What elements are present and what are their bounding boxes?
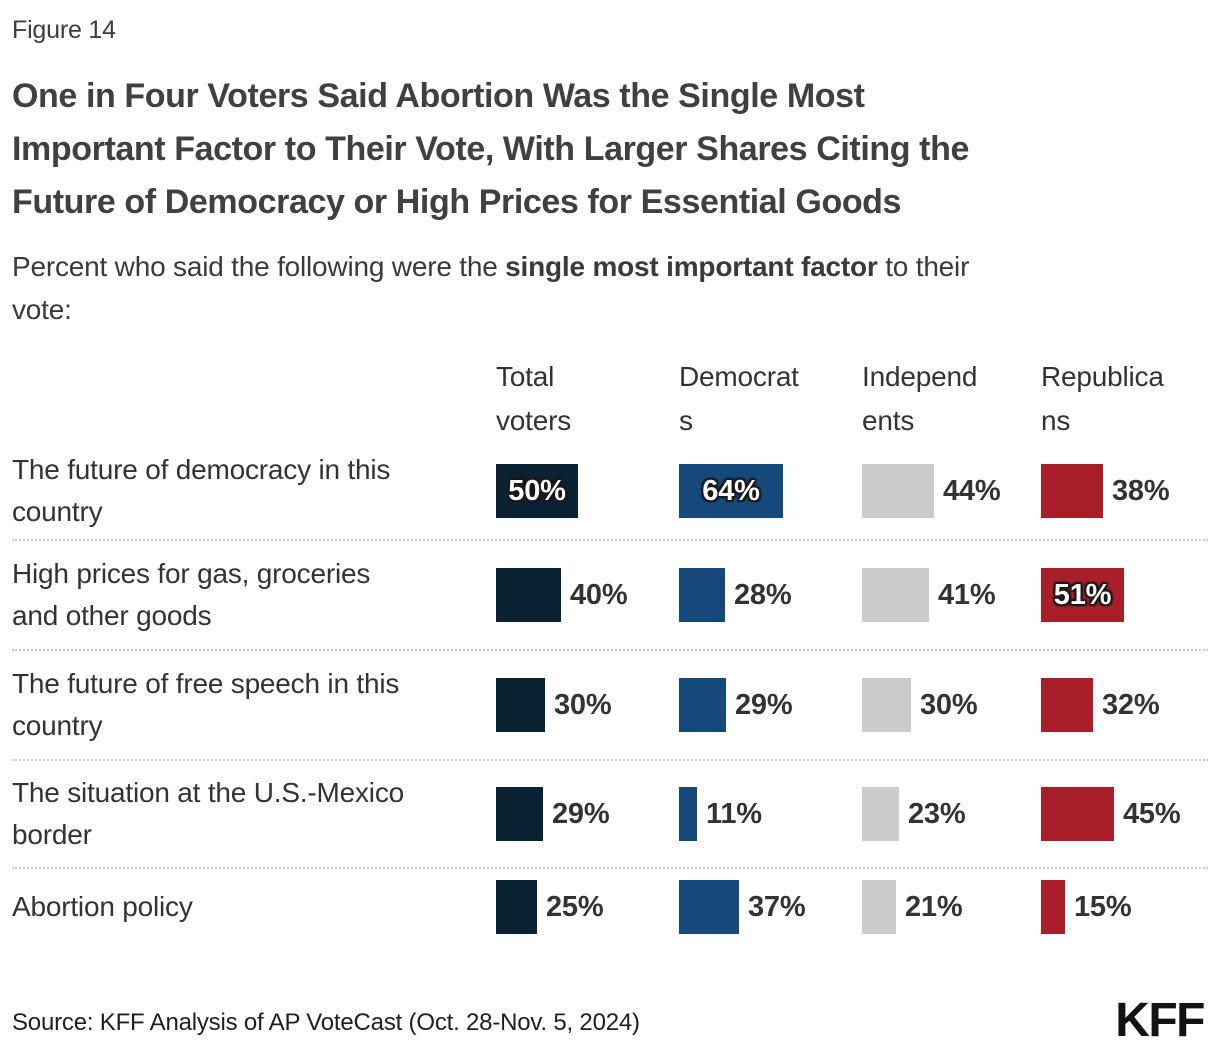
chart-subtitle: Percent who said the following were the …: [12, 245, 1208, 331]
value-label: 37%: [748, 890, 806, 923]
chart-row: The future of democracy in this country 5…: [12, 443, 1208, 541]
bar-independents: [862, 787, 899, 841]
chart-row: High prices for gas, groceries and other…: [12, 541, 1208, 651]
bar-cell: 30%: [496, 651, 679, 759]
bar-cell: 11%: [679, 761, 862, 867]
row-label: Abortion policy: [12, 891, 193, 922]
value-label: 11%: [706, 797, 762, 830]
value-label: 29%: [735, 688, 793, 721]
bar-republicans: [1041, 880, 1065, 934]
value-label: 21%: [905, 890, 963, 923]
chart-title: One in Four Voters Said Abortion Was the…: [12, 77, 969, 221]
bar-republicans: [1041, 787, 1114, 841]
bar-independents: [862, 568, 929, 622]
bar-cell: 45%: [1041, 761, 1208, 867]
value-label: 40%: [570, 578, 628, 611]
bar-independents: [862, 880, 896, 934]
bar-cell: 21%: [862, 869, 1041, 945]
figure-label: Figure 14: [12, 16, 116, 44]
bar-total-voters: [496, 568, 561, 622]
value-label: 38%: [1112, 474, 1170, 507]
bar-cell: 25%: [496, 869, 679, 945]
subtitle-suffix: to their vote:: [12, 251, 970, 325]
bar-republicans: [1041, 678, 1093, 732]
value-label: 41%: [938, 578, 996, 611]
chart-row: Abortion policy 25% 37% 21% 15%: [12, 869, 1208, 945]
bar-republicans: 51%: [1041, 568, 1124, 622]
bar-cell: 23%: [862, 761, 1041, 867]
bar-total-voters: [496, 787, 543, 841]
bar-republicans: [1041, 464, 1103, 518]
bar-total-voters: 50%: [496, 464, 578, 518]
value-label: 29%: [552, 797, 610, 830]
value-label: 45%: [1123, 797, 1181, 830]
value-label: 44%: [943, 474, 1001, 507]
value-label: 25%: [546, 890, 604, 923]
row-label: The future of free speech in this countr…: [12, 668, 400, 741]
value-label: 30%: [920, 688, 978, 721]
value-label: 15%: [1074, 890, 1132, 923]
value-label: 64%: [702, 474, 760, 507]
row-label: High prices for gas, groceries and other…: [12, 558, 371, 631]
bar-cell: 30%: [862, 651, 1041, 759]
bar-total-voters: [496, 880, 537, 934]
bar-cell: 38%: [1041, 443, 1208, 539]
bar-cell: 15%: [1041, 869, 1208, 945]
column-header-democrats: Democrat s: [679, 361, 799, 436]
bar-democrats: [679, 787, 697, 841]
value-label: 30%: [554, 688, 612, 721]
value-label: 50%: [508, 474, 566, 507]
bar-democrats: 64%: [679, 464, 783, 518]
footer: Source: KFF Analysis of AP VoteCast (Oct…: [12, 997, 1208, 1045]
row-label: The situation at the U.S.-Mexico border: [12, 777, 404, 850]
bar-cell: 32%: [1041, 651, 1208, 759]
value-label: 32%: [1102, 688, 1160, 721]
bar-independents: [862, 678, 911, 732]
bar-cell: 28%: [679, 541, 862, 649]
bar-independents: [862, 464, 934, 518]
bar-cell: 37%: [679, 869, 862, 945]
bar-cell: 44%: [862, 443, 1041, 539]
column-header-total-voters: Total voters: [496, 361, 572, 436]
bar-cell: 64%: [679, 443, 862, 539]
column-header-independents: Independ ents: [862, 361, 978, 436]
chart-row: The situation at the U.S.-Mexico border 2…: [12, 761, 1208, 869]
bar-cell: 29%: [496, 761, 679, 867]
column-header-row: Total voters Democrat s Independ ents Re…: [12, 355, 1208, 443]
column-header-republicans: Republica ns: [1041, 361, 1164, 436]
source-note: Source: KFF Analysis of AP VoteCast (Oct…: [12, 1009, 640, 1036]
subtitle-prefix: Percent who said the following were the: [12, 251, 506, 282]
bar-cell: 29%: [679, 651, 862, 759]
bar-cell: 51%: [1041, 541, 1208, 649]
value-label: 28%: [734, 578, 792, 611]
bar-democrats: [679, 880, 739, 934]
bar-cell: 50%: [496, 443, 679, 539]
value-label: 51%: [1053, 578, 1112, 611]
bar-cell: 40%: [496, 541, 679, 649]
page: Figure 14 One in Four Voters Said Aborti…: [12, 14, 1208, 1045]
bar-cell: 41%: [862, 541, 1041, 649]
bar-total-voters: [496, 678, 545, 732]
chart-row: The future of free speech in this countr…: [12, 651, 1208, 761]
subtitle-bold: single most important factor: [505, 251, 878, 282]
chart-rows: The future of democracy in this country 5…: [12, 443, 1208, 945]
kff-logo[interactable]: KFF: [1115, 994, 1205, 1047]
row-label: The future of democracy in this country: [12, 454, 391, 527]
value-label: 23%: [908, 797, 966, 830]
bar-democrats: [679, 568, 725, 622]
bar-chart: Total voters Democrat s Independ ents Re…: [12, 355, 1208, 945]
bar-democrats: [679, 678, 726, 732]
